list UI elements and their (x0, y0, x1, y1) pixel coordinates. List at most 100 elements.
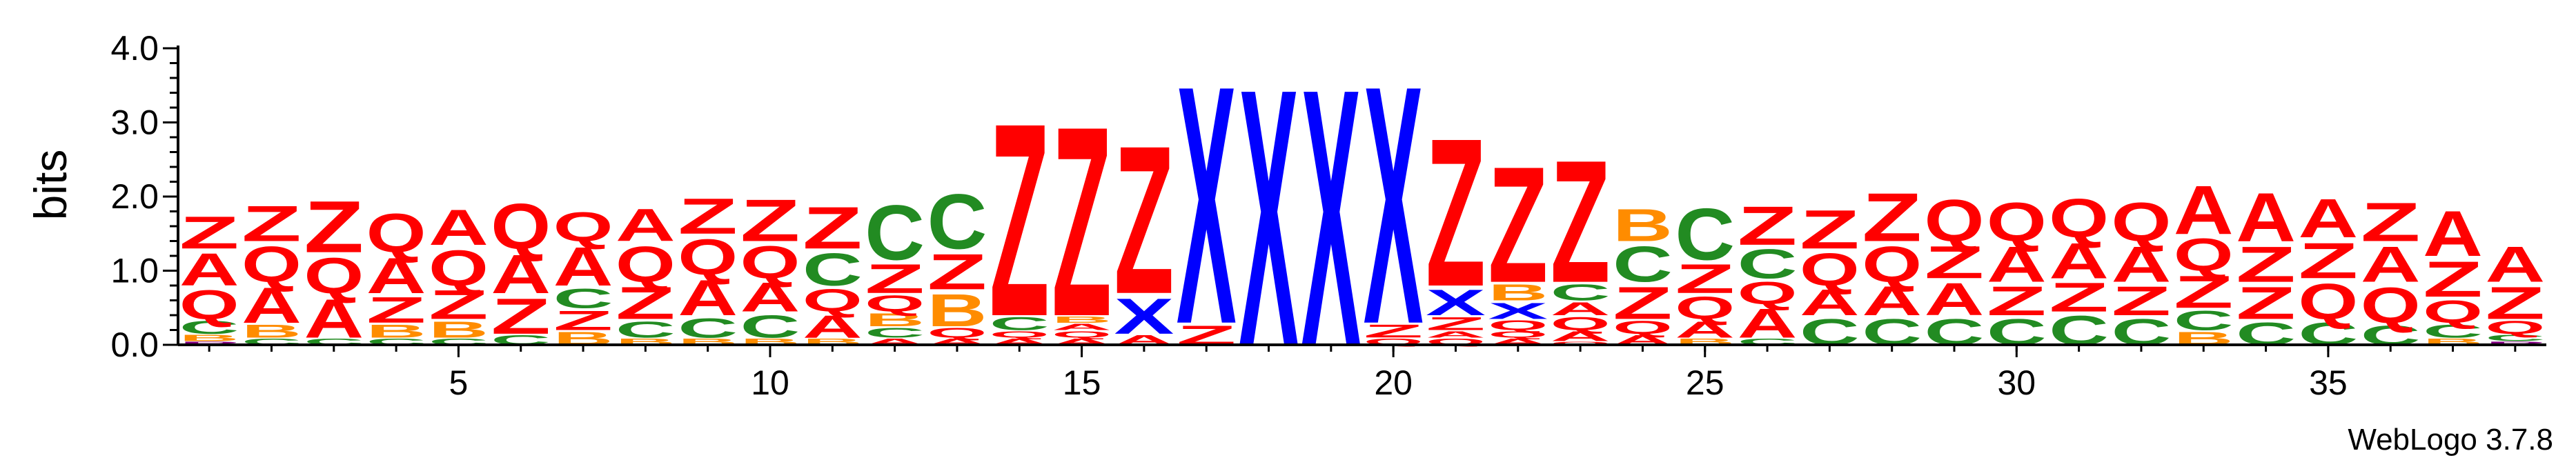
logo-letter-c: C (740, 309, 800, 345)
logo-letter-a: A (678, 270, 738, 326)
logo-letter-z: Z (740, 187, 800, 254)
logo-letter-b: B (429, 317, 489, 342)
logo-letter-q: Q (429, 240, 489, 297)
logo-letter-a: A (1925, 274, 1985, 326)
x-tick-label: 30 (1998, 363, 2036, 402)
y-tick-label: 2.0 (110, 177, 159, 216)
logo-letter-z: Z (1114, 102, 1174, 339)
x-tick-label: 5 (449, 363, 469, 402)
logo-letter-q: Q (1488, 318, 1548, 333)
logo-letter-z: Z (304, 186, 364, 268)
y-tick-label: 1.0 (110, 252, 159, 290)
logo-letter-z: Z (2486, 278, 2546, 329)
logo-letter-a: A (491, 243, 551, 305)
logo-letter-c: C (803, 244, 863, 296)
logo-letter-q: Q (1925, 188, 1985, 254)
logo-letter-q: Q (2423, 294, 2483, 330)
logo-letter-c: C (1551, 279, 1611, 305)
x-tick-label: 20 (1374, 363, 1413, 402)
logo-letter-a: A (1551, 299, 1611, 319)
logo-letter-x: X (1488, 299, 1548, 324)
logo-letter-q: Q (1738, 275, 1798, 311)
logo-letter-z: Z (553, 306, 613, 336)
logo-letter-c: C (990, 314, 1050, 334)
y-axis-label: bits (25, 150, 76, 221)
logo-letter-a: A (2049, 233, 2109, 290)
logo-letter-z: Z (1925, 237, 1985, 288)
logo-letter-q: Q (553, 203, 613, 250)
logo-letter-a: A (2361, 237, 2421, 293)
logo-letter-c: C (2485, 333, 2545, 343)
logo-letter-a: A (429, 199, 489, 256)
logo-letter-a: A (1738, 301, 1798, 347)
logo-letter-b: B (1488, 279, 1548, 305)
logo-letter-z: Z (1675, 256, 1735, 302)
logo-letter-z: Z (242, 195, 302, 252)
logo-letter-c: C (553, 283, 613, 314)
logo-letter-z: Z (1488, 132, 1548, 317)
logo-letter-z: Z (2236, 278, 2296, 329)
logo-letter-c: C (865, 188, 925, 276)
logo-letter-a: A (304, 288, 364, 349)
logo-letter-a: A (740, 274, 800, 321)
logo-letter-a: A (616, 199, 676, 251)
logo-letter-z: Z (2299, 232, 2359, 289)
logo-letter-z: Z (865, 256, 925, 302)
logo-letter-a: A (1862, 278, 1922, 324)
logo-letter-z: Z (1738, 195, 1798, 257)
logo-letter-z: Z (1800, 199, 1860, 261)
logo-letter-q: Q (2112, 191, 2172, 253)
logo-letter-q: Q (1800, 244, 1860, 295)
logo-letter-a: A (1551, 329, 1611, 344)
logo-letter-c: C (2423, 321, 2483, 341)
logo-letter-b: B (366, 321, 426, 341)
logo-letter-z: Z (1987, 278, 2047, 324)
logo-letter-z: Z (1613, 278, 1673, 329)
logo-letter-z: Z (1364, 321, 1424, 341)
logo-letter-q: Q (1551, 341, 1611, 346)
logo-letter-z: Z (1052, 69, 1112, 372)
logo-letter-a: A (1987, 237, 2047, 293)
y-tick-label: 3.0 (110, 103, 159, 142)
logo-letter-b: B (927, 285, 987, 337)
logo-letter-q: Q (242, 237, 302, 293)
x-tick-label: 35 (2309, 363, 2348, 402)
logo-letter-c: C (678, 312, 738, 343)
logo-letter-q: Q (2174, 230, 2234, 281)
logo-letter-z: Z (1426, 94, 1486, 331)
logo-letter-q: Q (740, 237, 800, 288)
logo-letter-z: Z (429, 281, 489, 328)
logo-letter-z: Z (990, 65, 1050, 374)
logo-letter-z: Z (491, 288, 551, 345)
logo-letter-z: Z (803, 194, 863, 261)
logo-letter-a: A (803, 309, 863, 345)
logo-letter-q: Q (990, 329, 1050, 339)
logo-letter-q: Q (865, 291, 925, 317)
logo-letter-z: Z (1426, 313, 1486, 334)
logo-letter-a: A (2236, 179, 2296, 256)
logo-letter-q: Q (2049, 188, 2109, 250)
logo-letter-q: Q (2361, 277, 2421, 334)
logo-letter-q: Q (1862, 237, 1922, 293)
logo-letter-b: B (1613, 199, 1673, 251)
logo-letter-z: Z (2361, 192, 2421, 253)
logo-letter-z: Z (2423, 251, 2483, 308)
logo-letter-a: A (1052, 322, 1112, 332)
logo-letter-q: Q (1675, 290, 1735, 326)
logo-letter-q: Q (678, 229, 738, 286)
logo-letter-x: X (1239, 13, 1299, 423)
logo-letter-p: P (179, 341, 239, 346)
x-tick-label: 10 (751, 363, 789, 402)
logo-letter-a: A (2174, 172, 2234, 248)
logo-letter-q: Q (1987, 191, 2047, 253)
logo-letter-z: Z (1862, 179, 1922, 257)
logo-letter-a: A (2423, 198, 2483, 270)
logo-letter-x: X (1114, 288, 1174, 345)
y-tick-label: 0.0 (110, 326, 159, 364)
logo-letter-a: A (1675, 317, 1735, 342)
logo-letter-a: A (366, 248, 426, 304)
logo-letter-z: Z (678, 188, 738, 245)
logo-letter-q: Q (803, 283, 863, 319)
logo-letter-q: Q (1052, 329, 1112, 339)
